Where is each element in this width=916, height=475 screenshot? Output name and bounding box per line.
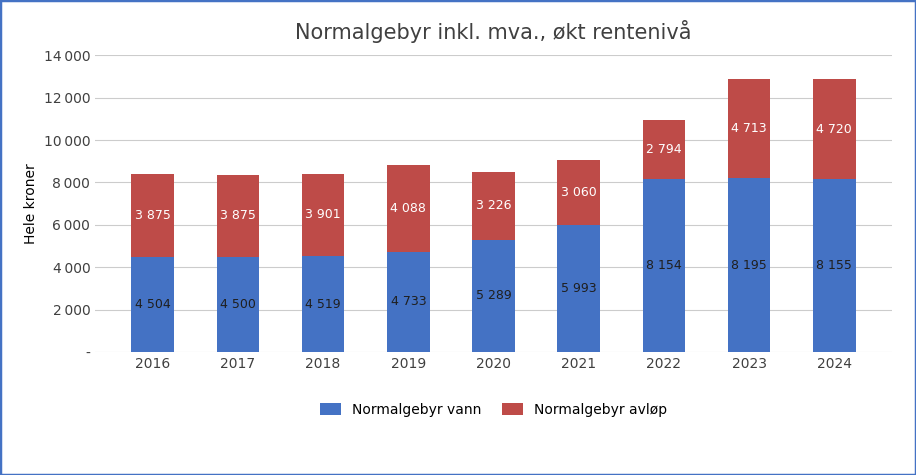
Bar (473, 240, 515, 352)
Bar (558, 160, 600, 225)
Text: 4 504: 4 504 (135, 298, 170, 311)
Bar (216, 256, 259, 352)
Text: 4 519: 4 519 (305, 297, 341, 311)
Bar (131, 256, 174, 352)
Bar (387, 165, 430, 252)
Bar (301, 173, 344, 256)
Bar (643, 179, 685, 352)
Bar (387, 252, 430, 352)
Bar (728, 78, 770, 178)
Text: 4 088: 4 088 (390, 202, 426, 215)
Text: 4 500: 4 500 (220, 298, 256, 311)
Bar (131, 174, 174, 256)
Text: 5 993: 5 993 (561, 282, 596, 295)
Text: 8 155: 8 155 (816, 259, 852, 272)
Bar (813, 79, 856, 179)
Text: 3 875: 3 875 (135, 209, 170, 222)
Text: 8 195: 8 195 (731, 258, 767, 272)
Bar (728, 178, 770, 352)
Text: 3 875: 3 875 (220, 209, 256, 222)
Text: 4 733: 4 733 (390, 295, 426, 308)
Bar (813, 179, 856, 352)
Bar (558, 225, 600, 352)
Text: 4 720: 4 720 (816, 123, 852, 136)
Legend: Normalgebyr vann, Normalgebyr avløp: Normalgebyr vann, Normalgebyr avløp (314, 398, 672, 422)
Y-axis label: Hele kroner: Hele kroner (24, 163, 38, 244)
Title: Normalgebyr inkl. mva., økt rentenivå: Normalgebyr inkl. mva., økt rentenivå (295, 20, 692, 43)
Text: 3 060: 3 060 (561, 186, 596, 199)
Bar (216, 174, 259, 256)
Text: 8 154: 8 154 (646, 259, 682, 272)
Text: 2 794: 2 794 (646, 143, 682, 156)
Bar (301, 256, 344, 352)
Bar (473, 171, 515, 240)
Text: 3 226: 3 226 (475, 199, 511, 212)
Text: 3 901: 3 901 (305, 209, 341, 221)
Bar (643, 120, 685, 179)
Text: 4 713: 4 713 (731, 122, 767, 135)
Text: 5 289: 5 289 (475, 289, 511, 303)
